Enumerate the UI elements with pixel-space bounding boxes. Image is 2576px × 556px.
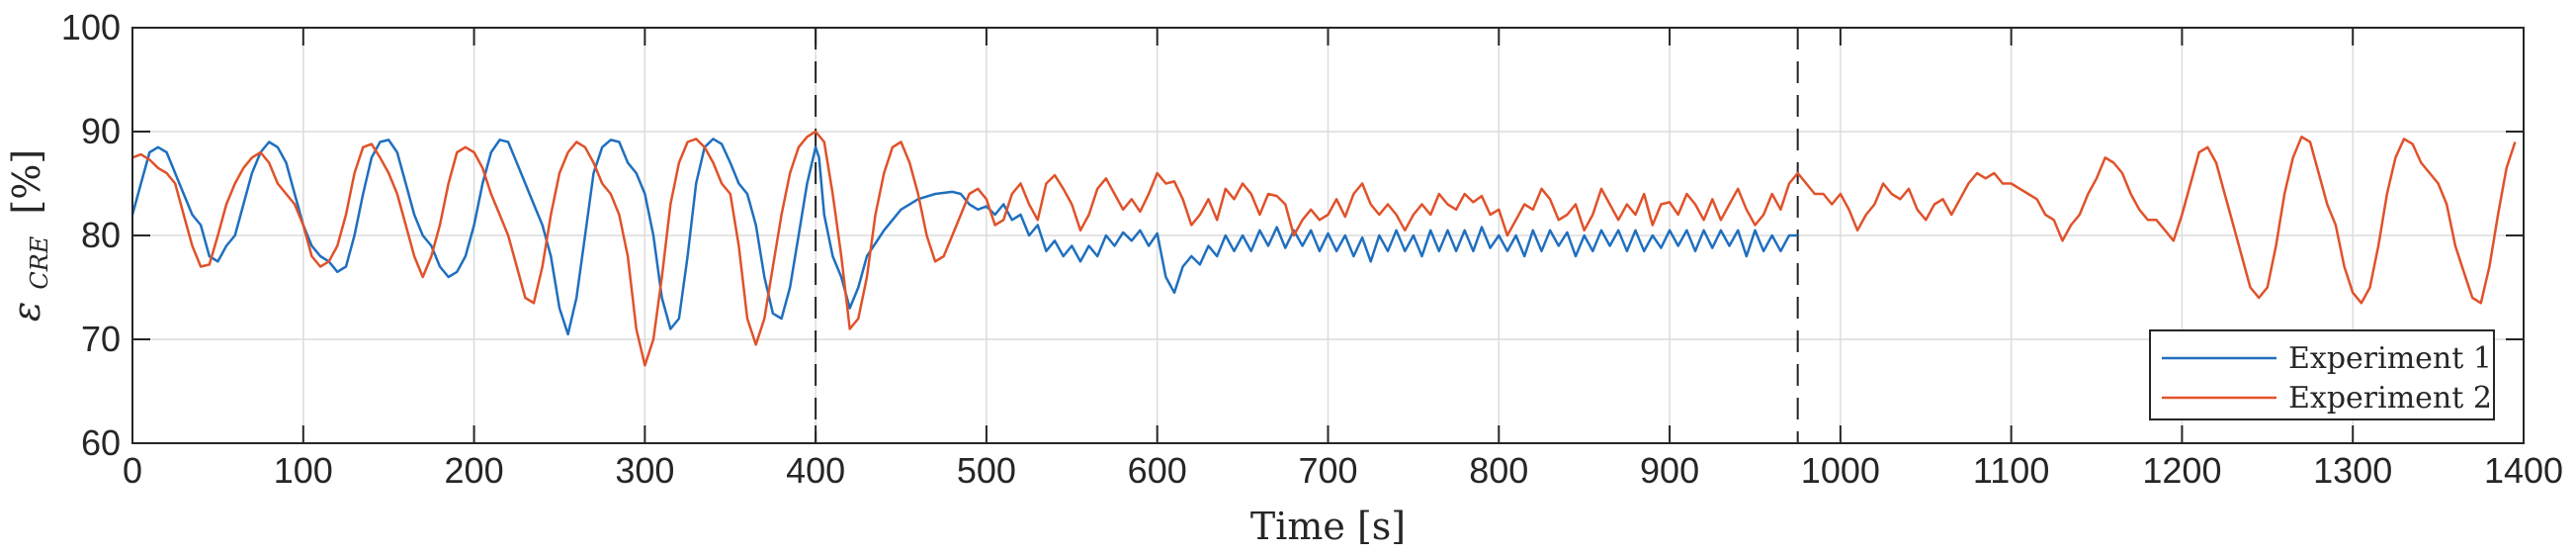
y-axis-title-subscript: CRE <box>26 235 53 289</box>
x-tick-label: 600 <box>1128 450 1187 491</box>
series-lines <box>130 130 2517 367</box>
y-axis-title-symbol: ε <box>5 302 48 322</box>
series-line-experiment-1 <box>130 138 1798 336</box>
x-tick-label: 1400 <box>2484 450 2563 491</box>
x-tick-label: 900 <box>1640 450 1699 491</box>
y-axis-title-unit: [%] <box>5 149 48 215</box>
series-line-experiment-2 <box>131 130 2517 367</box>
y-axis-title: ε CRE [%] <box>5 149 56 322</box>
x-tick-label: 500 <box>957 450 1016 491</box>
y-tick-label: 100 <box>61 7 121 47</box>
legend-label-experiment-2: Experiment 2 <box>2288 381 2492 416</box>
x-tick-label: 0 <box>123 450 142 491</box>
x-axis-title: Time [s] <box>1250 505 1406 548</box>
x-tick-label: 300 <box>615 450 674 491</box>
x-tick-label: 200 <box>445 450 504 491</box>
x-tick-label: 100 <box>274 450 333 491</box>
x-tick-label: 1200 <box>2142 450 2221 491</box>
y-tick-label: 60 <box>81 422 121 463</box>
legend-box <box>2149 329 2495 420</box>
x-tick-label: 1300 <box>2313 450 2392 491</box>
x-tick-label: 800 <box>1469 450 1528 491</box>
y-tick-label: 80 <box>81 215 121 255</box>
x-tick-label: 1100 <box>1973 450 2049 491</box>
axis-ticks <box>131 27 2525 444</box>
y-tick-label: 70 <box>81 319 121 359</box>
tick-labels: 0 100 200 300 400 500 600 700 800 900 1000 1100 1200… <box>61 7 2563 491</box>
legend-label-experiment-1: Experiment 1 <box>2288 341 2492 376</box>
x-tick-label: 400 <box>786 450 845 491</box>
x-tick-label: 1000 <box>1801 450 1880 491</box>
y-tick-label: 90 <box>81 111 121 151</box>
x-tick-label: 700 <box>1298 450 1357 491</box>
legend: Experiment 1 Experiment 2 <box>2149 329 2495 420</box>
